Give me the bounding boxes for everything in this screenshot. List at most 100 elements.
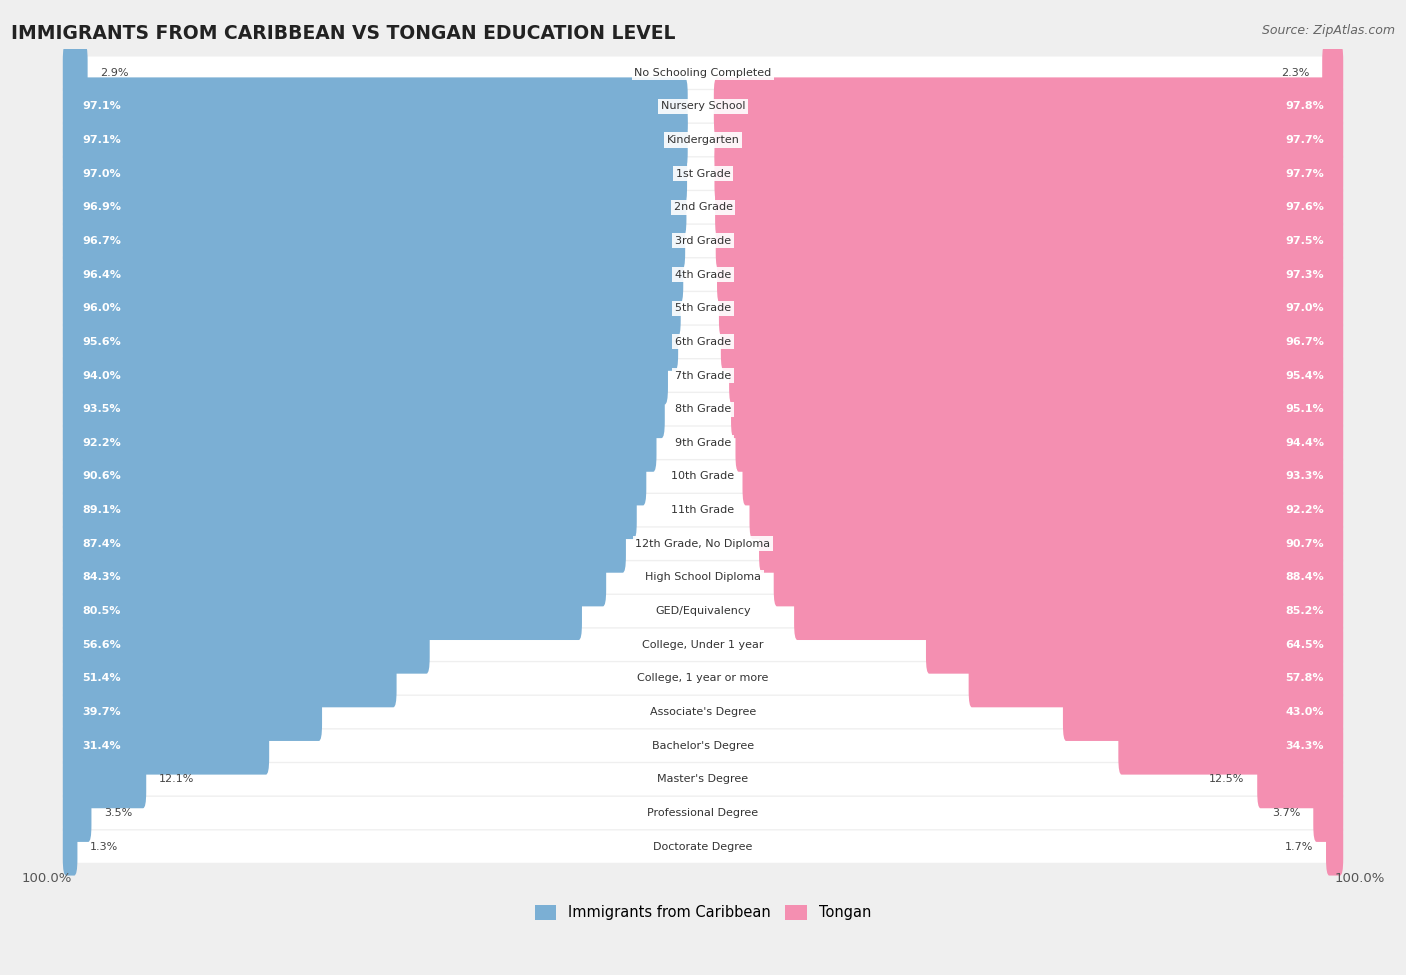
Text: 97.0%: 97.0%	[82, 169, 121, 178]
Text: 84.3%: 84.3%	[82, 572, 121, 582]
Text: 80.5%: 80.5%	[82, 606, 121, 616]
FancyBboxPatch shape	[63, 616, 430, 674]
Text: 12th Grade, No Diploma: 12th Grade, No Diploma	[636, 539, 770, 549]
FancyBboxPatch shape	[66, 662, 1340, 694]
Text: 90.7%: 90.7%	[1285, 539, 1324, 549]
FancyBboxPatch shape	[714, 111, 1343, 169]
Text: 88.4%: 88.4%	[1285, 572, 1324, 582]
FancyBboxPatch shape	[63, 313, 678, 370]
FancyBboxPatch shape	[66, 729, 1340, 761]
Text: Associate's Degree: Associate's Degree	[650, 707, 756, 717]
FancyBboxPatch shape	[63, 77, 688, 136]
FancyBboxPatch shape	[63, 448, 647, 505]
Text: Doctorate Degree: Doctorate Degree	[654, 841, 752, 851]
FancyBboxPatch shape	[759, 515, 1343, 572]
Text: 95.4%: 95.4%	[1285, 370, 1324, 380]
FancyBboxPatch shape	[63, 346, 668, 405]
FancyBboxPatch shape	[63, 380, 665, 438]
Text: 85.2%: 85.2%	[1285, 606, 1324, 616]
FancyBboxPatch shape	[718, 279, 1343, 337]
FancyBboxPatch shape	[721, 313, 1343, 370]
FancyBboxPatch shape	[66, 763, 1340, 796]
Text: 2.9%: 2.9%	[100, 67, 129, 78]
Text: 97.5%: 97.5%	[1285, 236, 1324, 246]
FancyBboxPatch shape	[714, 144, 1343, 203]
FancyBboxPatch shape	[63, 111, 688, 169]
Text: 39.7%: 39.7%	[82, 707, 121, 717]
Text: 56.6%: 56.6%	[82, 640, 121, 649]
FancyBboxPatch shape	[66, 57, 1340, 89]
Text: 96.0%: 96.0%	[82, 303, 121, 313]
FancyBboxPatch shape	[927, 616, 1343, 674]
FancyBboxPatch shape	[717, 246, 1343, 303]
Text: 97.1%: 97.1%	[82, 135, 121, 145]
Text: College, Under 1 year: College, Under 1 year	[643, 640, 763, 649]
Text: Source: ZipAtlas.com: Source: ZipAtlas.com	[1261, 24, 1395, 37]
Text: GED/Equivalency: GED/Equivalency	[655, 606, 751, 616]
Text: 95.1%: 95.1%	[1285, 405, 1324, 414]
FancyBboxPatch shape	[66, 393, 1340, 425]
FancyBboxPatch shape	[1257, 751, 1343, 808]
FancyBboxPatch shape	[63, 515, 626, 572]
FancyBboxPatch shape	[1322, 44, 1343, 101]
FancyBboxPatch shape	[63, 549, 606, 606]
Text: 97.3%: 97.3%	[1285, 269, 1324, 280]
FancyBboxPatch shape	[63, 413, 657, 472]
FancyBboxPatch shape	[63, 178, 686, 236]
Text: 7th Grade: 7th Grade	[675, 370, 731, 380]
FancyBboxPatch shape	[969, 649, 1343, 707]
Text: 8th Grade: 8th Grade	[675, 405, 731, 414]
Text: College, 1 year or more: College, 1 year or more	[637, 674, 769, 683]
FancyBboxPatch shape	[66, 360, 1340, 392]
FancyBboxPatch shape	[63, 279, 681, 337]
Text: 100.0%: 100.0%	[21, 872, 72, 885]
Text: 51.4%: 51.4%	[82, 674, 121, 683]
Text: 97.6%: 97.6%	[1285, 202, 1324, 213]
FancyBboxPatch shape	[1063, 683, 1343, 741]
FancyBboxPatch shape	[63, 582, 582, 640]
Text: Nursery School: Nursery School	[661, 101, 745, 111]
FancyBboxPatch shape	[714, 77, 1343, 136]
Text: 2nd Grade: 2nd Grade	[673, 202, 733, 213]
Text: 9th Grade: 9th Grade	[675, 438, 731, 448]
Text: 3rd Grade: 3rd Grade	[675, 236, 731, 246]
FancyBboxPatch shape	[716, 212, 1343, 270]
Text: Kindergarten: Kindergarten	[666, 135, 740, 145]
FancyBboxPatch shape	[66, 326, 1340, 358]
Text: 12.1%: 12.1%	[159, 774, 194, 784]
FancyBboxPatch shape	[794, 582, 1343, 640]
FancyBboxPatch shape	[773, 549, 1343, 606]
Text: 64.5%: 64.5%	[1285, 640, 1324, 649]
FancyBboxPatch shape	[66, 124, 1340, 156]
FancyBboxPatch shape	[63, 482, 637, 539]
FancyBboxPatch shape	[63, 717, 269, 774]
Text: 57.8%: 57.8%	[1285, 674, 1324, 683]
Text: 96.7%: 96.7%	[82, 236, 121, 246]
Text: 1.3%: 1.3%	[90, 841, 118, 851]
Legend: Immigrants from Caribbean, Tongan: Immigrants from Caribbean, Tongan	[529, 899, 877, 926]
Text: 93.3%: 93.3%	[1285, 472, 1324, 482]
Text: 97.7%: 97.7%	[1285, 135, 1324, 145]
FancyBboxPatch shape	[730, 346, 1343, 405]
FancyBboxPatch shape	[742, 448, 1343, 505]
FancyBboxPatch shape	[1326, 818, 1343, 876]
Text: Bachelor's Degree: Bachelor's Degree	[652, 741, 754, 751]
Text: 92.2%: 92.2%	[82, 438, 121, 448]
FancyBboxPatch shape	[66, 460, 1340, 492]
Text: High School Diploma: High School Diploma	[645, 572, 761, 582]
Text: Professional Degree: Professional Degree	[647, 808, 759, 818]
Text: 93.5%: 93.5%	[82, 405, 121, 414]
Text: IMMIGRANTS FROM CARIBBEAN VS TONGAN EDUCATION LEVEL: IMMIGRANTS FROM CARIBBEAN VS TONGAN EDUC…	[11, 24, 676, 43]
FancyBboxPatch shape	[66, 595, 1340, 627]
Text: 34.3%: 34.3%	[1285, 741, 1324, 751]
FancyBboxPatch shape	[66, 494, 1340, 526]
FancyBboxPatch shape	[63, 144, 688, 203]
FancyBboxPatch shape	[66, 90, 1340, 123]
Text: 96.7%: 96.7%	[1285, 337, 1324, 347]
Text: 97.7%: 97.7%	[1285, 169, 1324, 178]
Text: 100.0%: 100.0%	[1334, 872, 1385, 885]
Text: 6th Grade: 6th Grade	[675, 337, 731, 347]
Text: 90.6%: 90.6%	[82, 472, 121, 482]
Text: 3.5%: 3.5%	[104, 808, 132, 818]
FancyBboxPatch shape	[63, 212, 685, 270]
